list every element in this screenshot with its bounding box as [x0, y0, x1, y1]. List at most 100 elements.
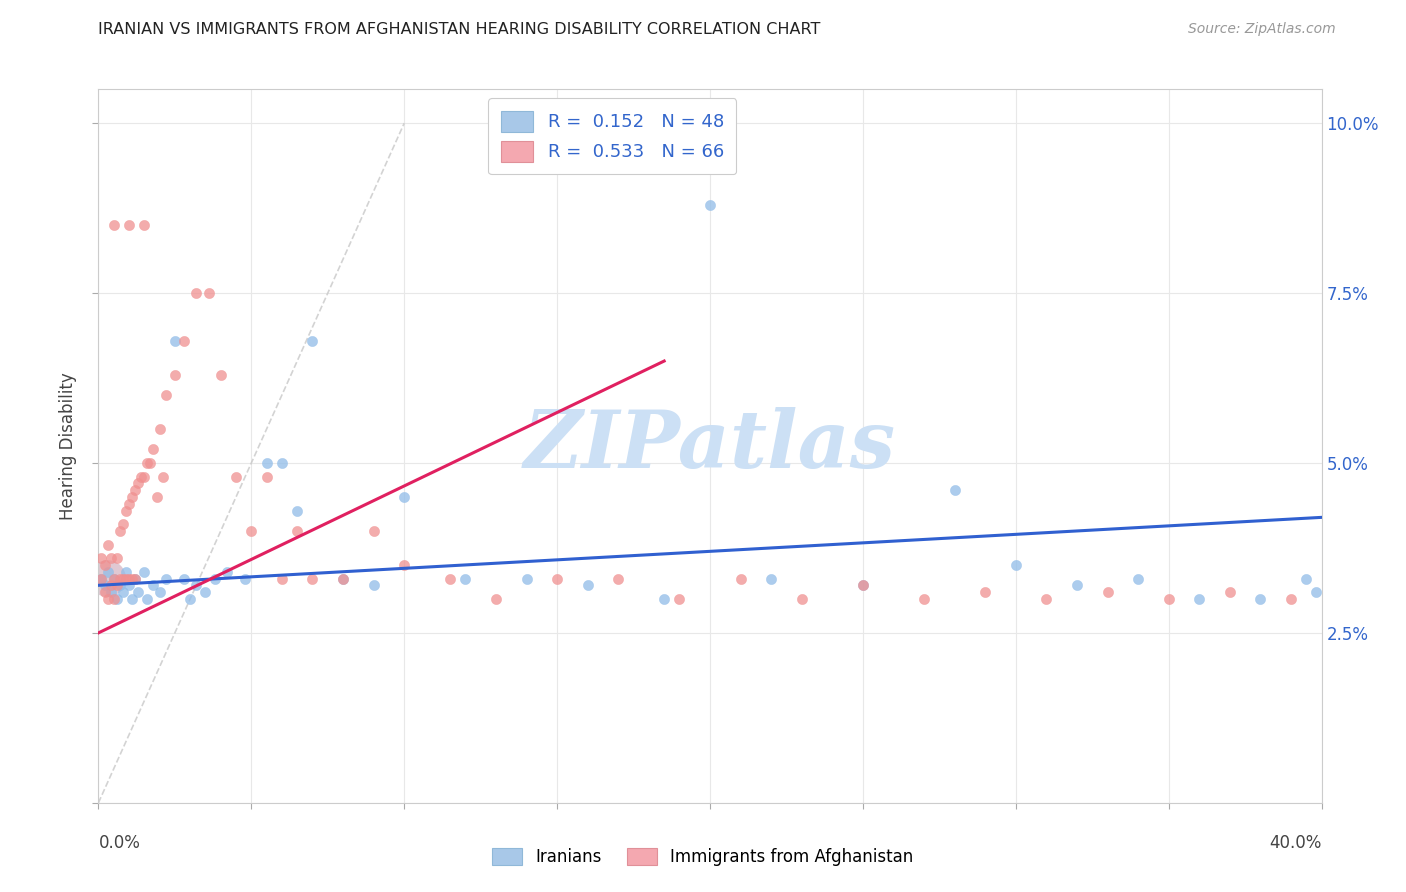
Point [186, 286, 208, 301]
Point [209, 368, 232, 382]
Point [1249, 591, 1271, 606]
Point [115, 503, 138, 517]
Point [103, 591, 125, 606]
Point [270, 456, 292, 470]
Point [912, 591, 935, 606]
Point [759, 572, 782, 586]
Point [90, 551, 112, 566]
Point [115, 565, 138, 579]
Point [93, 578, 115, 592]
Point [225, 469, 247, 483]
Point [179, 591, 201, 606]
Point [454, 572, 477, 586]
Point [129, 469, 152, 483]
Point [139, 456, 162, 470]
Point [124, 483, 146, 498]
Point [121, 490, 143, 504]
Point [108, 524, 131, 538]
Point [363, 524, 385, 538]
Point [127, 585, 149, 599]
Point [100, 551, 122, 566]
Point [97, 591, 120, 606]
Point [90, 572, 112, 586]
Point [103, 572, 125, 586]
Point [1066, 578, 1088, 592]
Point [142, 442, 165, 457]
Point [134, 469, 156, 483]
Point [108, 572, 131, 586]
Point [111, 517, 134, 532]
Point [516, 572, 538, 586]
Point [136, 591, 159, 606]
Point [155, 572, 177, 586]
Point [1305, 585, 1327, 599]
Point [105, 578, 128, 592]
Point [852, 578, 875, 592]
Y-axis label: Hearing Disability: Hearing Disability [59, 372, 77, 520]
Point [134, 218, 156, 232]
Point [1188, 591, 1211, 606]
Point [105, 591, 128, 606]
Point [204, 572, 226, 586]
Point [111, 585, 134, 599]
Point [270, 572, 292, 586]
Point [149, 585, 172, 599]
Point [1157, 591, 1180, 606]
Point [1128, 572, 1150, 586]
Point [111, 572, 134, 586]
Point [546, 572, 568, 586]
Point [118, 218, 141, 232]
Point [1004, 558, 1026, 572]
Point [97, 537, 120, 551]
Point [149, 422, 172, 436]
Point [142, 578, 165, 592]
Point [108, 578, 131, 592]
Point [363, 578, 385, 592]
Point [652, 591, 675, 606]
Point [97, 572, 120, 586]
Point [124, 572, 146, 586]
Point [136, 456, 159, 470]
Point [121, 591, 143, 606]
Point [240, 524, 263, 538]
Point [121, 572, 143, 586]
Point [576, 578, 599, 592]
Legend: R =  0.152   N = 48, R =  0.533   N = 66: R = 0.152 N = 48, R = 0.533 N = 66 [488, 98, 737, 174]
Point [152, 469, 174, 483]
Point [285, 524, 308, 538]
Point [127, 476, 149, 491]
Point [668, 591, 690, 606]
Point [332, 572, 354, 586]
Point [163, 368, 186, 382]
Point [301, 334, 323, 348]
Text: 40.0%: 40.0% [1270, 834, 1322, 852]
Point [90, 572, 112, 586]
Text: 0.0%: 0.0% [98, 834, 141, 852]
Point [118, 572, 141, 586]
Text: ZIPatlas: ZIPatlas [524, 408, 896, 484]
Point [943, 483, 966, 498]
Point [118, 578, 141, 592]
Point [173, 334, 195, 348]
Point [97, 565, 120, 579]
Legend: Iranians, Immigrants from Afghanistan: Iranians, Immigrants from Afghanistan [484, 840, 922, 875]
Point [100, 578, 122, 592]
Point [93, 585, 115, 599]
Point [163, 334, 186, 348]
Text: IRANIAN VS IMMIGRANTS FROM AFGHANISTAN HEARING DISABILITY CORRELATION CHART: IRANIAN VS IMMIGRANTS FROM AFGHANISTAN H… [98, 22, 821, 37]
Point [1295, 572, 1317, 586]
Point [124, 572, 146, 586]
Point [256, 469, 278, 483]
Point [256, 456, 278, 470]
Point [105, 551, 128, 566]
Point [173, 572, 195, 586]
Point [730, 572, 752, 586]
Point [118, 497, 141, 511]
Point [1035, 591, 1057, 606]
Text: Source: ZipAtlas.com: Source: ZipAtlas.com [1188, 22, 1336, 37]
Point [115, 572, 138, 586]
Point [155, 388, 177, 402]
Point [100, 585, 122, 599]
Point [97, 572, 120, 586]
Point [301, 572, 323, 586]
